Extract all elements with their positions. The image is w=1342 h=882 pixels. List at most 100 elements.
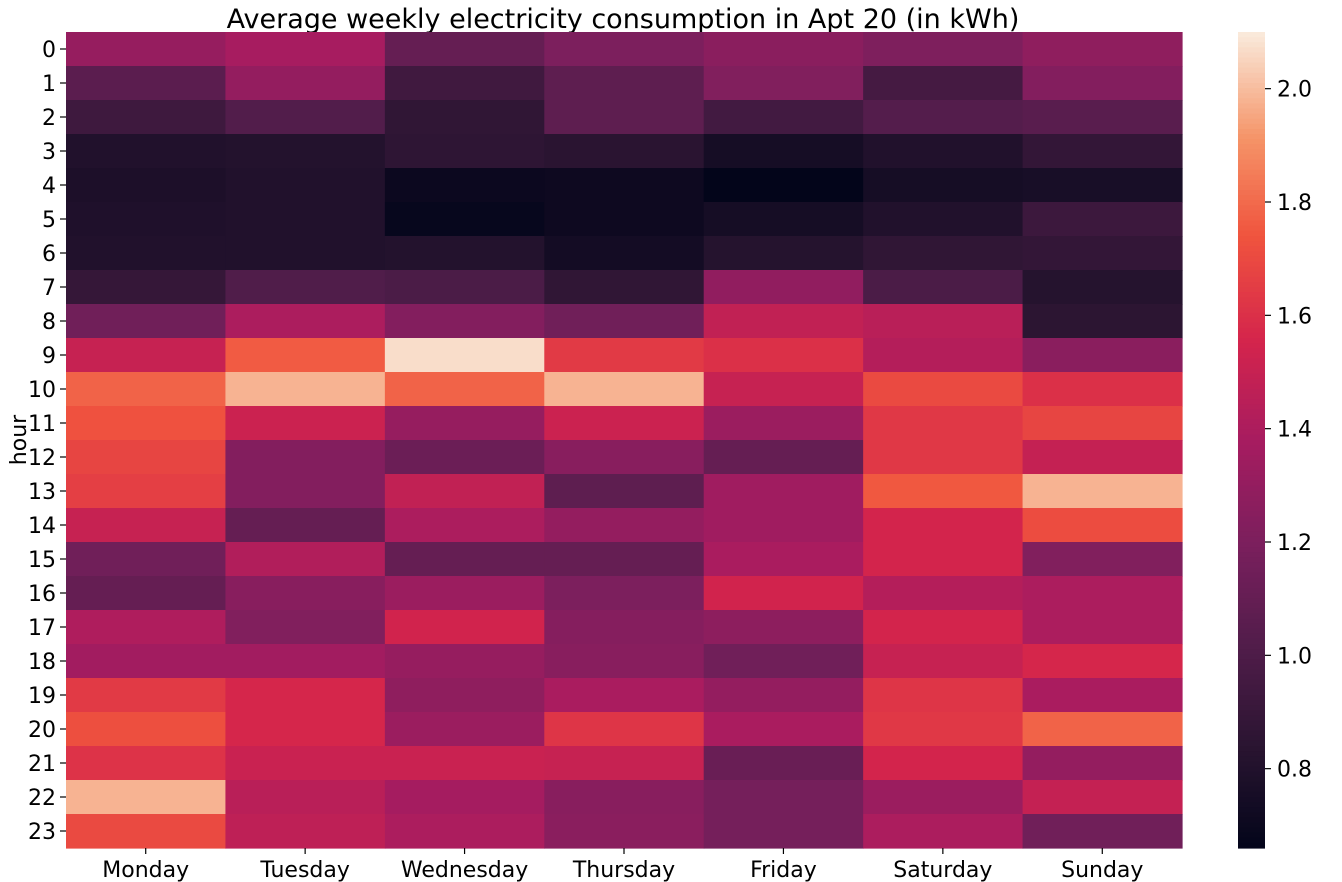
heatmap-cell [384,712,545,747]
x-tick-label: Friday [750,858,817,882]
heatmap-cell [863,508,1024,543]
heatmap-cell [384,406,545,441]
heatmap-cell [703,746,864,781]
heatmap-cell [544,168,705,203]
heatmap-cell [225,338,386,373]
colorbar-segment [1238,455,1265,461]
heatmap-cell [1022,474,1183,509]
heatmap-cell [703,304,864,339]
colorbar-segment [1238,577,1265,584]
heatmap-cell [66,372,227,407]
heatmap-cell [544,372,705,407]
heatmap-cell [66,712,227,747]
colorbar-segment [1238,720,1265,727]
colorbar-segment [1238,327,1265,334]
colorbar-segment [1238,511,1265,518]
heatmap-cell [66,134,227,169]
colorbar-segment [1238,781,1265,788]
y-tick-label: 6 [42,242,56,267]
heatmap-cell [544,270,705,305]
colorbar-segment [1238,526,1265,533]
heatmap-cell [1022,270,1183,305]
heatmap-cell [384,508,545,543]
colorbar-segment [1238,93,1265,99]
heatmap-cell [544,610,705,645]
heatmap-cell [225,542,386,577]
colorbar-segment [1238,261,1265,268]
heatmap-cell [863,712,1024,747]
colorbar-segment [1238,134,1265,140]
colorbar-segment [1238,766,1265,773]
heatmap-cell [66,32,227,67]
heatmap-cell [544,406,705,441]
colorbar-segment [1238,756,1265,762]
colorbar-segment [1238,179,1265,186]
heatmap-cell [384,202,545,237]
colorbar-segment [1238,307,1265,314]
heatmap-cell [544,780,705,815]
colorbar-segment [1238,587,1265,594]
heatmap-cell [544,66,705,101]
heatmap-cell [544,542,705,577]
heatmap-cell [384,814,545,849]
heatmap-cell [1022,542,1183,577]
colorbar-tick-label: 1.6 [1277,304,1312,329]
heatmap-cell [384,338,545,373]
colorbar-segment [1238,434,1265,441]
heatmap-cell [544,712,705,747]
heatmap-cell [703,814,864,849]
colorbar-segment [1238,103,1265,110]
heatmap-cell [225,406,386,441]
heatmap-cells [66,32,1183,849]
heatmap-cell [544,644,705,679]
heatmap-cell [1022,780,1183,815]
y-tick-label: 4 [42,174,56,199]
y-tick-label: 18 [28,650,56,675]
colorbar-segment [1238,705,1265,711]
colorbar-segment [1238,751,1265,757]
colorbar-segment [1238,562,1265,569]
colorbar-tick-label: 1.4 [1277,418,1312,443]
y-tick-label: 1 [42,72,56,97]
y-tick-label: 14 [28,514,56,539]
heatmap-cell [1022,236,1183,271]
colorbar-segment [1238,332,1265,339]
heatmap-cell [863,304,1024,339]
x-tick-label: Wednesday [401,858,528,882]
colorbar-segment [1238,521,1265,528]
colorbar-segment [1238,633,1265,640]
colorbar-segment [1238,32,1265,38]
chart-title: Average weekly electricity consumption i… [227,4,1020,35]
heatmap-cell [703,610,864,645]
colorbar-segment [1238,399,1265,405]
heatmap-cell [225,304,386,339]
heatmap-cell [225,440,386,475]
colorbar-segment [1238,302,1265,308]
heatmap-cell [384,678,545,713]
colorbar-segment [1238,465,1265,472]
colorbar-segment [1238,88,1265,94]
heatmap-cell [225,202,386,237]
heatmap-cell [703,66,864,101]
colorbar-segment [1238,649,1265,655]
heatmap-cell [863,406,1024,441]
heatmap-cell [544,678,705,713]
colorbar-segment [1238,613,1265,620]
heatmap-cell [384,644,545,679]
colorbar-segment [1238,77,1265,84]
colorbar-segment [1238,83,1265,89]
heatmap-cell [863,814,1024,849]
heatmap-cell [703,372,864,407]
heatmap-cell [863,678,1024,713]
colorbar-segment [1238,42,1265,48]
heatmap-cell [225,712,386,747]
heatmap-cell [225,32,386,67]
heatmap-cell [66,678,227,713]
heatmap-cell [225,678,386,713]
heatmap-cell [863,338,1024,373]
colorbar-segment [1238,470,1265,477]
heatmap-cell [544,576,705,611]
colorbar-segment [1238,475,1265,482]
